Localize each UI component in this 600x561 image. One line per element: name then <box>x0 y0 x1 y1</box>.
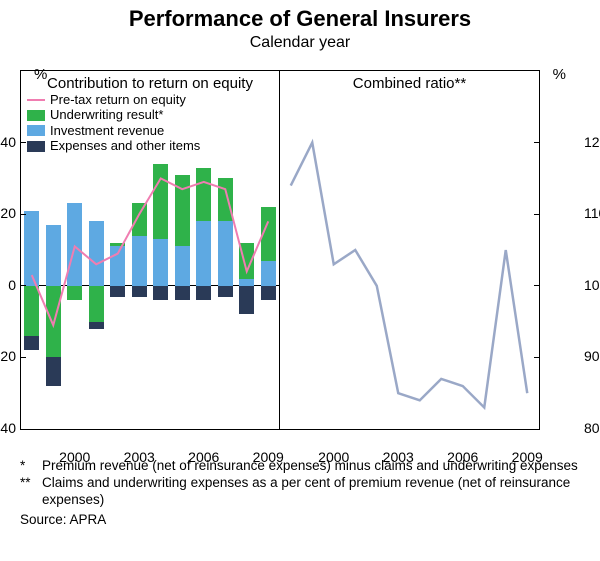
x-tick-label: 2000 <box>59 449 90 465</box>
legend: Pre-tax return on equityUnderwriting res… <box>27 93 200 154</box>
tick-mark <box>534 285 539 286</box>
bar-investment <box>132 236 147 286</box>
bar-expenses <box>24 336 39 350</box>
bar-investment <box>24 211 39 286</box>
bar-investment <box>67 203 82 285</box>
bar-investment <box>153 239 168 286</box>
tick-mark <box>21 214 26 215</box>
legend-swatch <box>27 99 45 101</box>
footnote: **Claims and underwriting expenses as a … <box>20 475 580 509</box>
x-tick-label: 2000 <box>318 449 349 465</box>
legend-pretax-roe: Pre-tax return on equity <box>27 93 200 107</box>
bar-investment <box>239 279 254 286</box>
tick-mark <box>534 429 539 430</box>
bar-investment <box>89 221 104 285</box>
y-tick-label: 120 <box>584 134 600 150</box>
bar-underwriting <box>110 243 125 247</box>
legend-swatch <box>27 110 45 121</box>
bar-expenses <box>175 286 190 300</box>
legend-label: Investment revenue <box>50 124 164 138</box>
bar-underwriting <box>46 286 61 358</box>
bar-investment <box>110 246 125 285</box>
bar-investment <box>261 261 276 286</box>
legend-label: Underwriting result* <box>50 108 163 122</box>
chart-subtitle: Calendar year <box>0 34 600 52</box>
bar-expenses <box>261 286 276 300</box>
bar-expenses <box>89 322 104 329</box>
bar-expenses <box>46 357 61 386</box>
x-tick-label: 2006 <box>447 449 478 465</box>
y-tick-label: 0 <box>0 277 16 293</box>
tick-mark <box>21 429 26 430</box>
y-tick-label: 40 <box>0 134 16 150</box>
y-tick-label: 100 <box>584 277 600 293</box>
x-tick-label: 2003 <box>124 449 155 465</box>
chart-title: Performance of General Insurers <box>0 6 600 32</box>
tick-mark <box>534 142 539 143</box>
tick-mark <box>21 357 26 358</box>
source-label: Source: APRA <box>20 512 580 529</box>
legend-swatch <box>27 125 45 136</box>
y-ticks-left: -40-2002040 <box>0 70 16 430</box>
y-tick-label: -40 <box>0 420 16 436</box>
legend-underwriting: Underwriting result* <box>27 108 200 122</box>
bar-investment <box>196 221 211 285</box>
bar-underwriting <box>24 286 39 336</box>
legend-investment: Investment revenue <box>27 124 200 138</box>
bar-underwriting <box>153 164 168 239</box>
bar-investment <box>46 225 61 286</box>
bar-underwriting <box>89 286 104 322</box>
bar-underwriting <box>218 178 233 221</box>
bar-expenses <box>239 286 254 315</box>
tick-mark <box>534 357 539 358</box>
bar-investment <box>175 246 190 285</box>
y-tick-label: 80 <box>584 420 600 436</box>
footnote-marker: * <box>20 458 42 475</box>
left-panel-title: Contribution to return on equity <box>21 75 279 92</box>
left-panel: Contribution to return on equity Pre-tax… <box>20 70 280 430</box>
footnote: *Premium revenue (net of reinsurance exp… <box>20 458 580 475</box>
bar-expenses <box>153 286 168 300</box>
legend-swatch <box>27 141 45 152</box>
legend-label: Pre-tax return on equity <box>50 93 186 107</box>
bar-expenses <box>196 286 211 300</box>
bar-expenses <box>132 286 147 297</box>
tick-mark <box>21 142 26 143</box>
y-tick-label: 90 <box>584 348 600 364</box>
bar-underwriting <box>175 175 190 247</box>
x-tick-label: 2003 <box>383 449 414 465</box>
bar-expenses <box>218 286 233 297</box>
chart-container: Performance of General Insurers Calendar… <box>0 6 600 529</box>
y-tick-label: -20 <box>0 348 16 364</box>
y-tick-label: 20 <box>0 205 16 221</box>
legend-expenses: Expenses and other items <box>27 139 200 153</box>
bar-underwriting <box>261 207 276 261</box>
tick-mark <box>534 214 539 215</box>
bar-underwriting <box>239 243 254 279</box>
x-tick-label: 2009 <box>512 449 543 465</box>
x-tick-label: 2009 <box>253 449 284 465</box>
footnote-marker: ** <box>20 475 42 509</box>
right-plot-area <box>280 71 539 429</box>
bar-investment <box>218 221 233 285</box>
footnote-text: Premium revenue (net of reinsurance expe… <box>42 458 578 475</box>
right-panel-title: Combined ratio** <box>280 75 539 92</box>
bar-expenses <box>110 286 125 297</box>
legend-label: Expenses and other items <box>50 139 200 153</box>
right-panel: Combined ratio** 2000200320062009 <box>280 70 540 430</box>
tick-mark <box>21 285 26 286</box>
footnotes: *Premium revenue (net of reinsurance exp… <box>20 458 580 529</box>
panels: -40-2002040 Contribution to return on eq… <box>20 70 580 430</box>
y-tick-label: 110 <box>584 205 600 221</box>
x-tick-label: 2006 <box>188 449 219 465</box>
bar-underwriting <box>132 203 147 235</box>
bar-underwriting <box>67 286 82 300</box>
y-ticks-right: 8090100110120 <box>584 70 600 430</box>
footnote-text: Claims and underwriting expenses as a pe… <box>42 475 580 509</box>
bar-underwriting <box>196 168 211 222</box>
